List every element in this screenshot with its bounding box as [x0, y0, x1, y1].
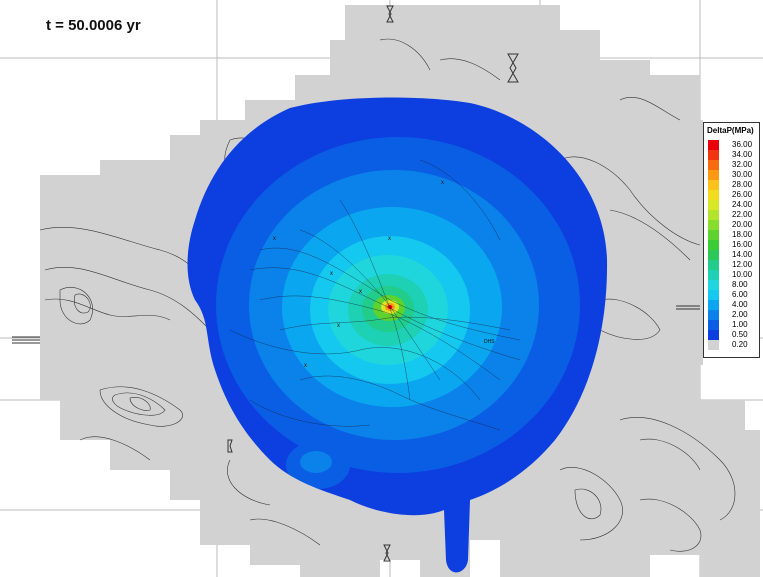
- well-dot: x: [304, 363, 307, 369]
- legend-swatch: [708, 200, 719, 210]
- well-dot: x: [388, 236, 391, 242]
- secondary-lobe-core: [300, 451, 332, 473]
- left-fault-marker: [12, 336, 40, 344]
- legend-value: 12.00: [732, 260, 753, 269]
- legend-entry: 1.00: [708, 320, 760, 330]
- legend-entry: 0.50: [708, 330, 760, 340]
- legend-value: 10.00: [732, 270, 753, 279]
- well-dot: x: [273, 236, 276, 242]
- legend-value: 14.00: [732, 250, 753, 259]
- legend-entry: 20.00: [708, 220, 760, 230]
- legend-value: 0.50: [732, 330, 748, 339]
- legend-swatch: [708, 280, 719, 290]
- legend-entry: 10.00: [708, 270, 760, 280]
- legend-swatch: [708, 260, 719, 270]
- legend-value: 1.00: [732, 320, 748, 329]
- legend-swatch: [708, 320, 719, 330]
- legend-value: 20.00: [732, 220, 753, 229]
- plume-contours: [229, 159, 521, 431]
- legend-swatch: [708, 310, 719, 320]
- legend-swatch: [708, 150, 719, 160]
- legend-value: 22.00: [732, 210, 753, 219]
- legend-value: 16.00: [732, 240, 753, 249]
- legend-value: 32.00: [732, 160, 753, 169]
- map-markers: [12, 5, 700, 562]
- legend-value: 2.00: [732, 310, 748, 319]
- well-dot: x: [359, 289, 362, 295]
- legend-entry: 14.00: [708, 250, 760, 260]
- legend-entry: 2.00: [708, 310, 760, 320]
- legend-swatch: [708, 330, 719, 340]
- legend-swatch: [708, 240, 719, 250]
- well-label: DHS: [484, 339, 495, 345]
- legend-entry: 30.00: [708, 170, 760, 180]
- legend-entry: 24.00: [708, 200, 760, 210]
- legend-entry: 22.00: [708, 210, 760, 220]
- legend-entry: 8.00: [708, 280, 760, 290]
- well-dot: x: [337, 323, 340, 329]
- legend-swatch: [708, 220, 719, 230]
- hourglass-marker: [507, 53, 519, 83]
- legend-swatch: [708, 270, 719, 280]
- legend-value: 18.00: [732, 230, 753, 239]
- legend-entry: 28.00: [708, 180, 760, 190]
- legend-swatch: [708, 340, 719, 350]
- legend-entry: 4.00: [708, 300, 760, 310]
- legend-entry: 26.00: [708, 190, 760, 200]
- legend-swatch: [708, 210, 719, 220]
- legend-entry: 16.00: [708, 240, 760, 250]
- pressure-plume: [187, 97, 608, 573]
- legend-swatch: [708, 160, 719, 170]
- legend-entry: 18.00: [708, 230, 760, 240]
- legend-swatch: [708, 300, 719, 310]
- legend-entry: 34.00: [708, 150, 760, 160]
- legend-entry: 36.00: [708, 140, 760, 150]
- legend-value: 0.20: [732, 340, 748, 349]
- top-marker: [386, 5, 394, 23]
- legend-swatch: [708, 230, 719, 240]
- left-bottom-marker: [227, 439, 233, 453]
- legend-value: 26.00: [732, 190, 753, 199]
- legend-value: 30.00: [732, 170, 753, 179]
- bottom-marker: [383, 544, 391, 562]
- well-dot: x: [330, 271, 333, 277]
- legend-value: 28.00: [732, 180, 753, 189]
- legend-value: 36.00: [732, 140, 753, 149]
- time-label: t = 50.0006 yr: [46, 17, 141, 34]
- legend-swatch: [708, 290, 719, 300]
- legend-swatch: [708, 190, 719, 200]
- legend-entry: 0.20: [708, 340, 760, 350]
- legend-swatch: [708, 250, 719, 260]
- legend-value: 24.00: [732, 200, 753, 209]
- legend-title: DeltaP(MPa): [707, 126, 754, 135]
- legend-swatch: [708, 140, 719, 150]
- legend-entry: 6.00: [708, 290, 760, 300]
- legend-entry: 12.00: [708, 260, 760, 270]
- well-dot: x: [441, 180, 444, 186]
- legend-swatch: [708, 170, 719, 180]
- legend-value: 6.00: [732, 290, 748, 299]
- legend-value: 4.00: [732, 300, 748, 309]
- legend-value: 8.00: [732, 280, 748, 289]
- legend-entry: 32.00: [708, 160, 760, 170]
- legend-value: 34.00: [732, 150, 753, 159]
- well-dots: x x x x x x x: [273, 180, 444, 369]
- right-fault-marker: [676, 305, 700, 310]
- legend-swatch: [708, 180, 719, 190]
- color-legend: DeltaP(MPa) 36.00 34.00 32.00 30.00 28.00 26.…: [703, 122, 760, 358]
